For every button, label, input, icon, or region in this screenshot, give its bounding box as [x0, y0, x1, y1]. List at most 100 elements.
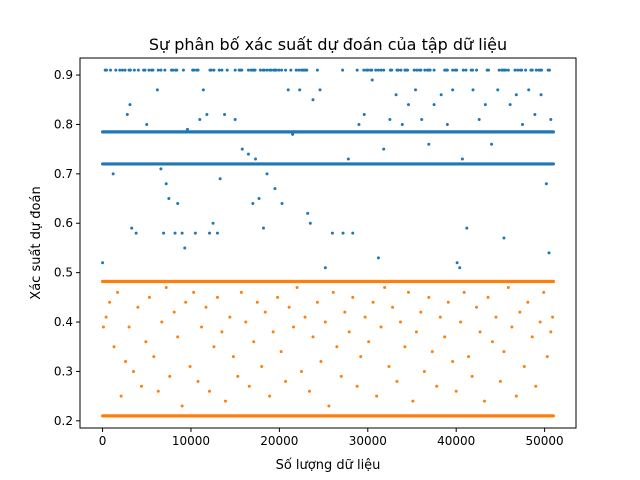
- data-point: [253, 68, 257, 72]
- data-point: [331, 290, 335, 294]
- data-point: [273, 187, 277, 191]
- data-point: [471, 68, 475, 72]
- data-point: [132, 68, 136, 72]
- data-point: [105, 68, 109, 72]
- data-point: [343, 310, 347, 314]
- series-2: [101, 279, 555, 418]
- data-point: [346, 157, 350, 161]
- x-axis-label: Số lượng dữ liệu: [276, 458, 381, 473]
- data-point: [355, 68, 359, 72]
- data-point: [395, 379, 399, 383]
- band-point-run: [101, 162, 555, 166]
- data-point: [422, 369, 426, 373]
- data-point: [131, 369, 135, 373]
- data-point: [159, 68, 163, 72]
- data-point: [220, 330, 224, 334]
- data-point: [375, 394, 379, 398]
- data-point: [289, 68, 293, 72]
- data-point: [459, 320, 463, 324]
- data-point: [109, 68, 113, 72]
- band-point-run: [101, 279, 555, 284]
- data-point: [247, 384, 251, 388]
- data-point: [542, 290, 546, 294]
- data-point: [212, 68, 216, 72]
- data-point: [391, 305, 395, 309]
- data-point: [496, 88, 500, 92]
- data-point: [521, 122, 525, 126]
- band-point-run: [101, 130, 555, 134]
- data-point: [419, 310, 423, 314]
- data-point: [502, 350, 506, 354]
- data-point: [244, 320, 248, 324]
- x-tick-label: 30000: [349, 434, 387, 448]
- data-point: [367, 340, 371, 344]
- data-point: [225, 68, 229, 72]
- data-point: [164, 182, 168, 186]
- data-point: [276, 295, 280, 299]
- data-point: [351, 295, 355, 299]
- data-point: [119, 394, 123, 398]
- dense-band: [101, 162, 555, 166]
- data-point: [139, 384, 143, 388]
- data-point: [490, 142, 494, 146]
- y-tick-label: 0.2: [54, 414, 73, 428]
- data-point: [455, 261, 459, 265]
- data-point: [465, 226, 469, 230]
- data-point: [233, 118, 237, 122]
- data-point: [130, 226, 134, 230]
- data-point: [261, 226, 265, 230]
- data-point: [152, 355, 156, 359]
- data-point: [451, 88, 455, 92]
- data-point: [475, 68, 479, 72]
- data-point: [382, 68, 386, 72]
- data-point: [307, 389, 311, 393]
- data-point: [363, 315, 367, 319]
- data-point: [183, 246, 187, 250]
- y-axis-label: Xác suất dự đoán: [29, 186, 44, 299]
- data-point: [172, 310, 176, 314]
- data-point: [192, 68, 196, 72]
- data-point: [120, 68, 124, 72]
- data-point: [136, 68, 140, 72]
- data-point: [291, 132, 295, 136]
- data-point: [467, 355, 471, 359]
- data-point: [443, 335, 447, 339]
- data-point: [516, 68, 520, 72]
- data-point: [520, 68, 524, 72]
- data-point: [286, 88, 290, 92]
- data-point: [362, 68, 366, 72]
- data-point: [477, 118, 481, 122]
- data-point: [246, 68, 250, 72]
- data-point: [547, 68, 551, 72]
- data-point: [144, 340, 148, 344]
- data-point: [274, 68, 278, 72]
- data-point: [423, 68, 427, 72]
- data-point: [513, 68, 517, 72]
- data-point: [427, 142, 431, 146]
- data-point: [406, 290, 410, 294]
- data-point: [311, 335, 315, 339]
- data-point: [108, 300, 112, 304]
- dense-band: [101, 130, 555, 134]
- data-point: [347, 330, 351, 334]
- data-point: [374, 68, 378, 72]
- data-point: [205, 113, 209, 117]
- data-point: [269, 68, 273, 72]
- data-point: [319, 360, 323, 364]
- dense-band: [103, 68, 551, 72]
- data-point: [435, 384, 439, 388]
- data-point: [475, 305, 479, 309]
- data-point: [454, 389, 458, 393]
- data-point: [262, 68, 266, 72]
- data-point: [125, 113, 129, 117]
- data-point: [315, 68, 319, 72]
- data-point: [211, 221, 215, 225]
- data-point: [327, 404, 331, 408]
- data-point: [164, 285, 168, 289]
- data-point: [306, 211, 310, 215]
- data-point: [160, 320, 164, 324]
- y-axis: 0.2 0.3 0.4 0.5 0.6 0.7 0.8 0.9: [54, 68, 80, 428]
- y-tick-label: 0.3: [54, 364, 73, 378]
- axes-frame: [79, 57, 577, 429]
- data-point: [118, 68, 122, 72]
